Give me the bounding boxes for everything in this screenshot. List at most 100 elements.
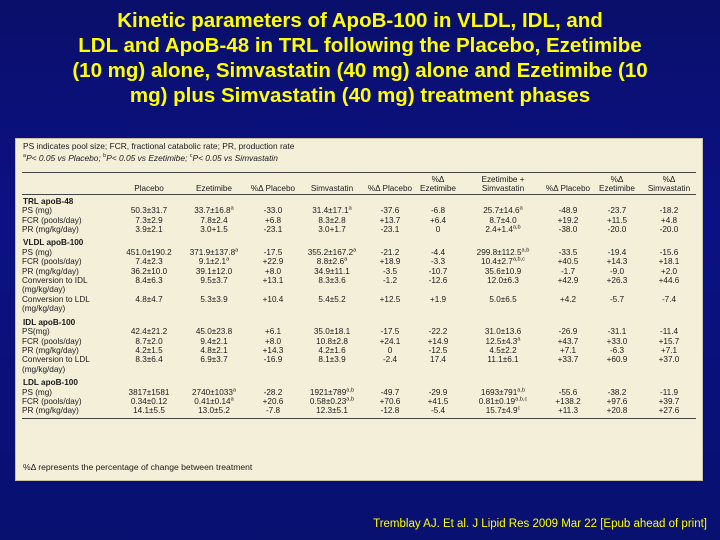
table-cell: 8.3±3.6 [318,276,346,286]
table-cell: -26.9 [558,327,578,337]
table-cell: -38.2 [607,387,627,397]
table-cell: -55.6 [558,387,578,397]
table-cell: +6.8 [264,215,282,225]
table-cell: 34.9±11.1 [314,266,350,276]
table-row: PS (mg) 451.0±190.2 371.9±137.8a -17.5 355.2… [22,247,696,257]
table-cell: +6.4 [429,215,447,225]
table-cell: -4.4 [430,247,446,257]
table-cell: 9.4±2.1 [200,336,228,346]
significance-marker: a,b [521,247,530,254]
table-cell: +18.9 [379,257,401,267]
table-cell: -23.1 [380,225,400,235]
table-cell: 9.1±2.1a [198,256,230,267]
column-header: Ezetimibe [180,171,248,194]
significance-marker: a [348,205,352,212]
table-cell: 12.3±5.1 [298,406,366,419]
column-header: %Δ Simvastatin [642,171,696,194]
table-row: PS(mg) 42.4±21.2 45.0±23.8 +6.1 35.0±18.1 -17… [22,327,696,336]
column-header: Simvastatin [298,171,366,194]
slide-title: Kinetic parameters of ApoB-100 in VLDL, … [0,8,720,108]
significance-marker: a,b [512,224,521,231]
table-cell: -6.8 [430,206,446,216]
table-cell: -1.7 [560,266,576,276]
table-cell: 10.8±2.8 [316,336,348,346]
title-line: LDL and ApoB-48 in TRL following the Pla… [78,34,642,57]
table-row: Conversion to LDL (mg/kg/day) 4.8±4.7 5.3±… [22,295,696,314]
citation: Tremblay AJ. Et al. J Lipid Res 2009 Mar… [373,518,707,530]
table-cell: 8.7±2.0 [135,336,163,346]
table-cell: -20.0 [607,225,627,235]
table-cell: +1.9 [429,294,447,304]
table-cell: +12.5 [379,294,401,304]
table-cell: +60.9 [606,355,628,365]
table-cell: 13.0±5.2 [180,406,248,419]
table-cell: 5.3±3.9 [200,294,228,304]
table-cell: +27.6 [642,406,696,419]
table-cell: +2.0 [660,266,678,276]
table-cell: 1921±789a,b [309,386,355,397]
table-row: PS (mg) 50.3±31.7 33.7±16.8a -33.0 31.4±17.1… [22,205,696,216]
table-cell: 9.5±3.7 [200,276,228,286]
row-label: Conversion to LDL (mg/kg/day) [22,355,90,374]
significance-marker: a [344,256,348,263]
table-cell: 3.9±2.1 [135,225,163,235]
table-cell: -33.0 [263,206,283,216]
column-header: %Δ Placebo [544,171,592,194]
table-cell: 0.81±0.19a,b,c [478,396,528,406]
table-panel: PS indicates pool size; FCR, fractional … [15,138,703,481]
table-cell: +40.5 [557,257,579,267]
significance-marker: a,b,c [512,256,525,263]
significance-note: aP< 0.05 vs Placebo; bP< 0.05 vs Ezetimi… [23,152,278,163]
table-cell: 8.3±6.4 [135,355,163,365]
table-cell: 5.0±6.5 [489,294,517,304]
table-cell: +15.7 [658,336,680,346]
table-cell: 39.1±12.0 [195,266,233,276]
table-cell: 2740±1033a [191,386,237,397]
table-cell: 15.7±4.9c [462,406,544,419]
row-label: FCR (pools/day) [22,336,82,346]
significance-marker: a [226,256,230,263]
table-cell: 2.4+1.4a,b [485,224,521,235]
table-cell: 0 [387,345,393,355]
table-cell: +18.1 [658,257,680,267]
table-cell: +43.7 [557,336,579,346]
table-row: FCR (pools/day) 0.34±0.12 0.41±0.14a +20.6 0… [22,396,696,406]
table-cell: 5.4±5.2 [318,294,346,304]
table-cell: 3.0+1.7 [318,225,346,235]
table-cell: -20.0 [659,225,679,235]
table-cell: 451.0±190.2 [126,247,172,257]
table-cell: +20.8 [592,406,642,419]
table-cell: -3.3 [430,257,446,267]
table-cell: -11.4 [659,327,679,337]
table-cell: 4.8±2.1 [200,345,228,355]
table-cell: 11.1±6.1 [487,355,519,365]
table-row: FCR (pools/day) 7.3±2.9 7.8±2.4 +6.8 8.3±2.8… [22,216,696,225]
table-cell: +14.9 [427,336,449,346]
table-cell: +70.6 [379,396,401,406]
column-header: %Δ Ezetimibe [592,171,642,194]
table-cell: +4.8 [660,215,678,225]
table-row: PR (mg/kg/day) 14.1±5.5 13.0±5.2 -7.8 12.3±5… [22,406,696,419]
table-cell: -12.6 [428,276,448,286]
row-label: FCR (pools/day) [22,396,82,406]
row-label: FCR (pools/day) [22,257,82,267]
section-label: VLDL apoB-100 [23,238,84,248]
table-row: FCR (pools/day) 8.7±2.0 9.4±2.1 +8.0 10.8±2.… [22,336,696,346]
significance-marker: a [519,205,523,212]
significance-marker: a [235,247,239,254]
row-label: PR (mg/kg/day) [22,266,79,276]
table-cell: 7.8±2.4 [200,215,228,225]
table-cell: +4.2 [559,294,577,304]
table-cell: 7.3±2.9 [135,215,163,225]
table-cell: 35.6±10.9 [484,266,522,276]
table-cell: -17.5 [380,327,400,337]
table-cell: +24.1 [379,336,401,346]
significance-marker: a [230,205,234,212]
table-cell: -23.7 [607,206,627,216]
table-cell: -16.9 [263,355,283,365]
table-cell: +37.0 [658,355,680,365]
table-cell: +11.3 [544,406,592,419]
table-cell: 31.0±13.6 [484,327,522,337]
table-cell: 0 [435,225,441,235]
column-header [22,171,118,194]
